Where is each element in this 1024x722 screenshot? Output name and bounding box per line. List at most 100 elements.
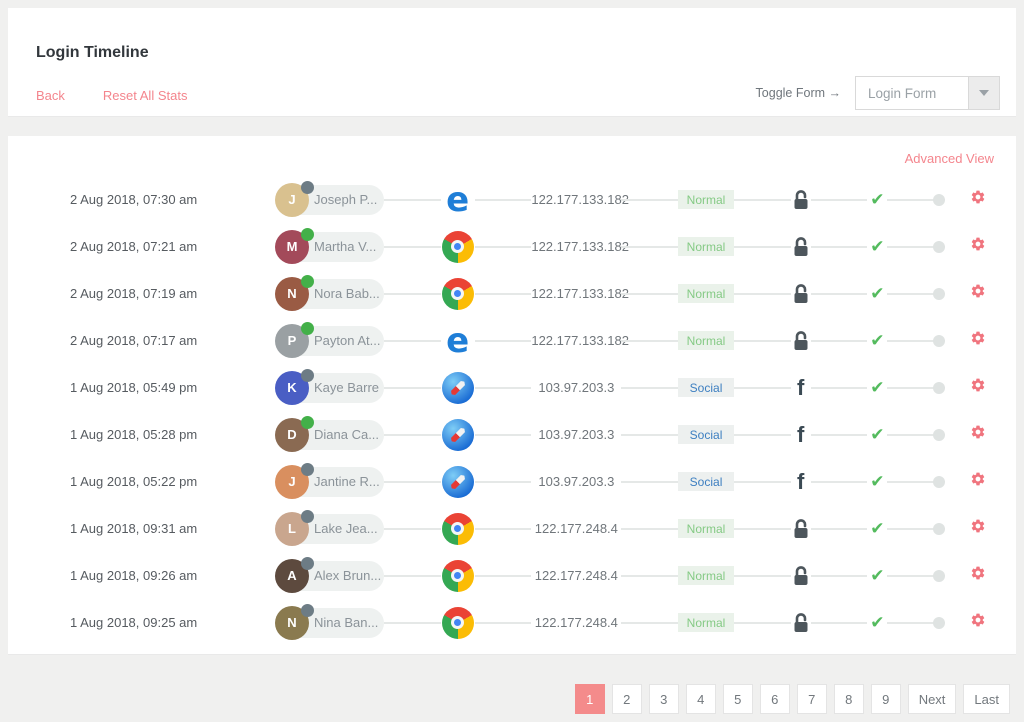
- status-dot: [301, 368, 314, 382]
- user-name: Nina Ban...: [314, 615, 379, 630]
- form-select-arrow[interactable]: [968, 77, 999, 109]
- timeline-row: 1 Aug 2018, 05:22 pm Jantine R... J e 10…: [8, 458, 1016, 505]
- connector-line: [810, 480, 868, 483]
- user-name: Lake Jea...: [314, 521, 378, 536]
- status-dot: [301, 509, 314, 523]
- status-dot: [301, 415, 314, 429]
- chrome-browser-icon: [441, 512, 474, 545]
- page-button-2[interactable]: 2: [611, 684, 642, 714]
- next-page-button[interactable]: Next: [907, 684, 957, 714]
- login-timestamp: 2 Aug 2018, 07:17 am: [70, 333, 198, 348]
- connector-line: [384, 621, 441, 624]
- form-select-value: Login Form: [868, 85, 937, 101]
- success-check-icon: ✔: [870, 330, 885, 350]
- login-type-badge: Normal: [678, 331, 735, 350]
- auth-method-cell: f: [791, 189, 811, 210]
- badge-cell: Social: [678, 378, 735, 397]
- status-dot: [301, 274, 314, 288]
- page-button-1[interactable]: 1: [574, 684, 605, 714]
- header-links: Back Reset All Stats: [36, 88, 988, 103]
- page-button-6[interactable]: 6: [759, 684, 790, 714]
- timeline-row: 2 Aug 2018, 07:30 am Joseph P... J e 122…: [8, 176, 1016, 223]
- connector-line: [474, 574, 532, 577]
- user-cell: Diana Ca... D: [275, 415, 384, 452]
- browser-icon: e: [441, 324, 475, 358]
- success-check-icon: ✔: [870, 189, 885, 209]
- settings-gear-button[interactable]: [970, 283, 986, 304]
- ip-address: 122.177.133.182: [531, 333, 629, 348]
- connector-line: [734, 433, 791, 436]
- status-dot: [301, 556, 314, 570]
- browser-icon: e: [441, 418, 475, 452]
- timeline-row: 1 Aug 2018, 09:31 am Lake Jea... L e 122…: [8, 505, 1016, 552]
- unlocked-padlock-icon: [794, 518, 808, 538]
- connector-line: [621, 386, 679, 389]
- success-check-icon: ✔: [870, 377, 885, 397]
- connector-line: [810, 292, 868, 295]
- connector-line: [734, 480, 791, 483]
- connector-line: [384, 386, 441, 389]
- settings-gear-button[interactable]: [970, 236, 986, 257]
- page-button-5[interactable]: 5: [722, 684, 753, 714]
- avatar: A: [275, 558, 309, 593]
- page-button-8[interactable]: 8: [833, 684, 864, 714]
- ip-address: 122.177.133.182: [531, 192, 629, 207]
- page-button-4[interactable]: 4: [685, 684, 716, 714]
- user-cell: Joseph P... J: [275, 180, 384, 217]
- connector-line: [810, 339, 868, 342]
- connector-line: [621, 245, 679, 248]
- connector-line-with-dot: [887, 334, 945, 347]
- reset-all-stats-link[interactable]: Reset All Stats: [102, 88, 188, 103]
- connector-line: [474, 433, 532, 436]
- auth-method-cell: f: [791, 330, 811, 351]
- settings-gear-button[interactable]: [970, 330, 986, 351]
- avatar: P: [275, 323, 309, 358]
- connector-line: [384, 527, 441, 530]
- user-pill[interactable]: Kaye Barre: [276, 372, 384, 403]
- last-page-button[interactable]: Last: [963, 684, 1010, 714]
- safari-browser-icon: [441, 418, 474, 451]
- browser-icon: e: [441, 606, 475, 640]
- auth-method-cell: f: [791, 283, 811, 304]
- auth-method-cell: f: [791, 612, 811, 633]
- browser-icon: e: [441, 465, 475, 499]
- settings-gear-button[interactable]: [970, 189, 986, 210]
- browser-icon: e: [441, 371, 475, 405]
- badge-cell: Social: [678, 425, 735, 444]
- connector-line: [734, 527, 791, 530]
- toggle-form-area: Toggle Form → Login Form: [756, 76, 1000, 110]
- timeline-row: 1 Aug 2018, 09:26 am Alex Brun... A e 12…: [8, 552, 1016, 599]
- form-select[interactable]: Login Form: [855, 76, 1000, 110]
- page-button-3[interactable]: 3: [648, 684, 679, 714]
- settings-gear-button[interactable]: [970, 612, 986, 633]
- chrome-browser-icon: [441, 277, 474, 310]
- success-check-icon: ✔: [870, 283, 885, 303]
- user-name: Alex Brun...: [314, 568, 382, 583]
- connector-line: [621, 527, 679, 530]
- user-cell: Lake Jea... L: [275, 509, 384, 546]
- settings-gear-button[interactable]: [970, 377, 986, 398]
- status-dot: [301, 462, 314, 476]
- ip-address: 122.177.133.182: [531, 239, 629, 254]
- success-check-icon: ✔: [870, 424, 885, 444]
- login-timestamp: 1 Aug 2018, 05:49 pm: [70, 380, 198, 395]
- connector-line-with-dot: [887, 475, 945, 488]
- connector-line-with-dot: [887, 381, 945, 394]
- browser-icon: e: [441, 183, 475, 217]
- ip-address: 103.97.203.3: [538, 427, 615, 442]
- page-button-7[interactable]: 7: [796, 684, 827, 714]
- settings-gear-button[interactable]: [970, 518, 986, 539]
- login-type-badge: Normal: [678, 284, 735, 303]
- settings-gear-button[interactable]: [970, 471, 986, 492]
- advanced-view-link[interactable]: Advanced View: [904, 151, 994, 166]
- ip-address: 122.177.133.182: [531, 286, 629, 301]
- connector-line: [621, 433, 679, 436]
- back-link[interactable]: Back: [36, 88, 65, 103]
- badge-cell: Normal: [678, 613, 735, 632]
- connector-line: [384, 198, 441, 201]
- settings-gear-button[interactable]: [970, 565, 986, 586]
- connector-line: [384, 574, 441, 577]
- settings-gear-button[interactable]: [970, 424, 986, 445]
- user-name: Nora Bab...: [314, 286, 380, 301]
- page-button-9[interactable]: 9: [870, 684, 901, 714]
